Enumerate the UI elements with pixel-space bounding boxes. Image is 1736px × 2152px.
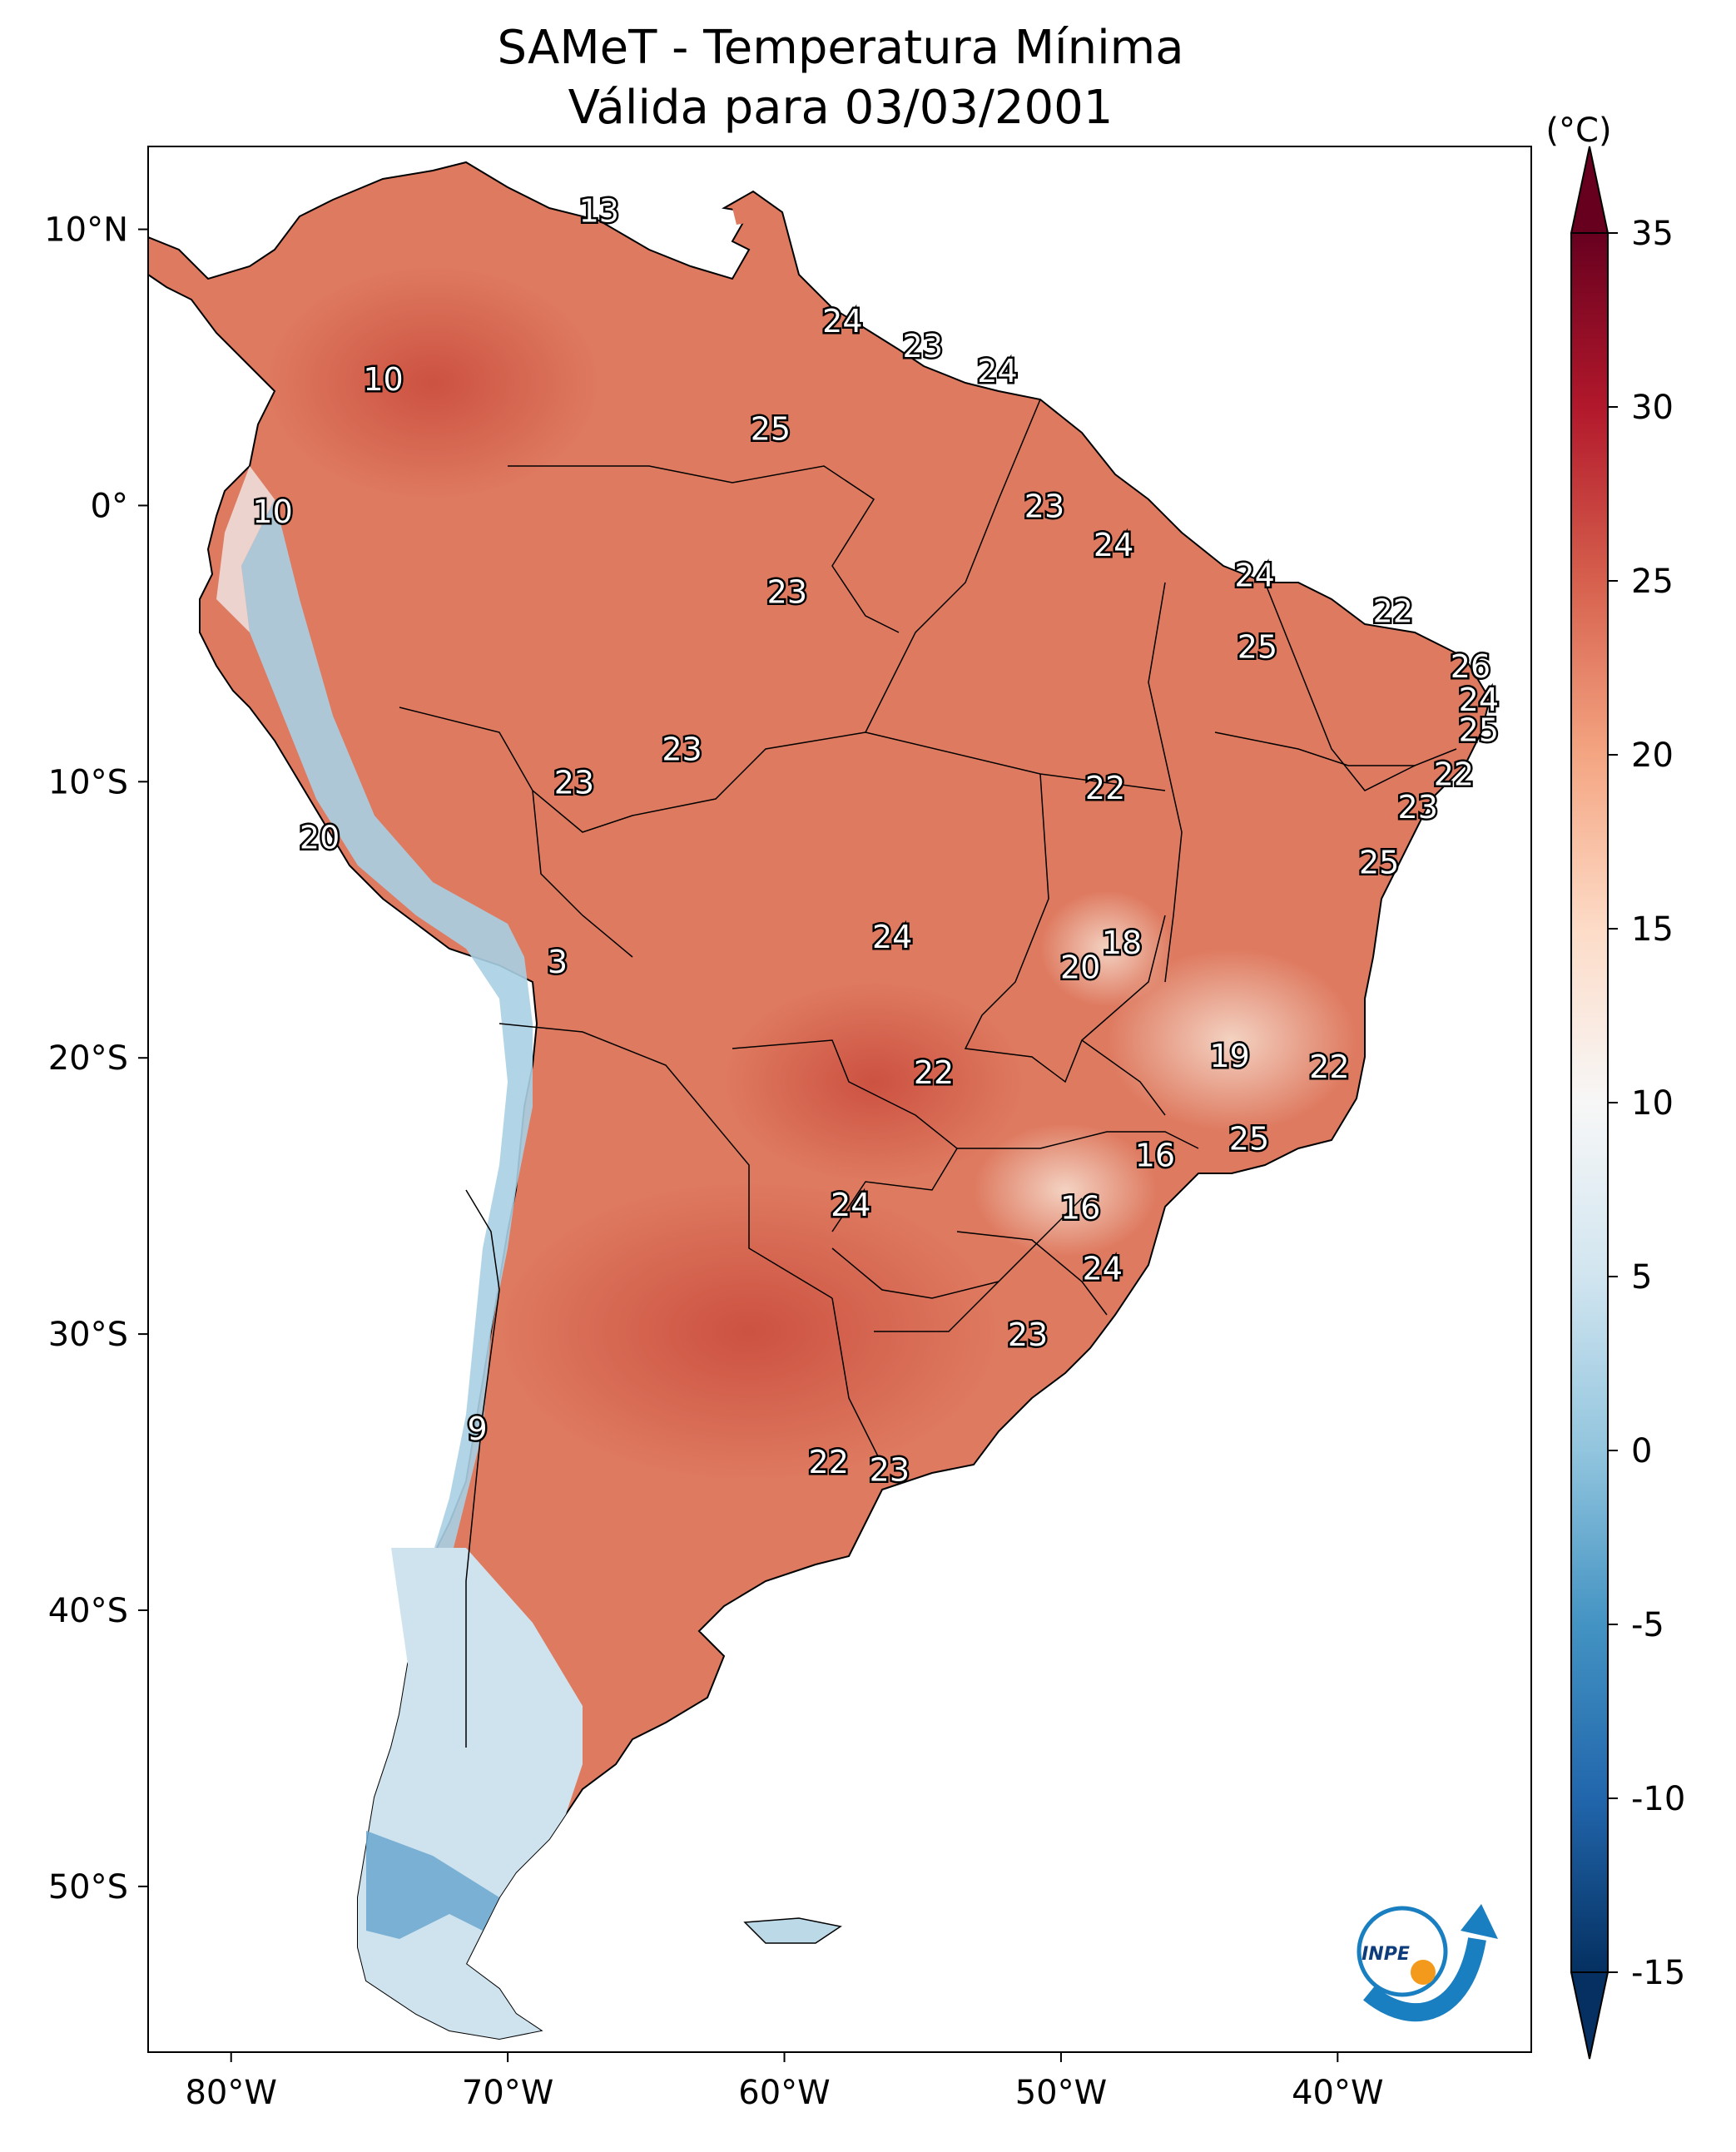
- station-value: 20: [1060, 950, 1100, 986]
- colorbar-tick-label: -5: [1631, 1606, 1664, 1644]
- x-tick-label: 60°W: [738, 2074, 830, 2112]
- title-line-1: SAMeT - Temperatura Mínima: [497, 21, 1184, 75]
- station-value: 22: [914, 1054, 954, 1091]
- station-value: 24: [831, 1187, 870, 1223]
- station-value: 25: [751, 411, 791, 448]
- colorbar-tick-labels: 35 30 25 20 15 10 5 0 -5 -10 -15: [1608, 215, 1685, 1992]
- andes-cold-band: [241, 499, 533, 1623]
- station-value: 20: [300, 820, 340, 856]
- y-tick-label: 30°S: [48, 1316, 128, 1354]
- station-value: 24: [1094, 527, 1133, 563]
- station-value: 22: [809, 1444, 849, 1480]
- y-tick-label: 20°S: [48, 1039, 128, 1078]
- coastal-mild-band: [216, 466, 275, 632]
- y-tick-label: 50°S: [48, 1868, 128, 1907]
- patagonia-coldest-region: [366, 1831, 499, 1939]
- falkland-islands: [743, 1917, 842, 1944]
- colorbar-tick-label: 20: [1631, 736, 1674, 775]
- station-value: 10: [363, 361, 403, 398]
- station-value: 24: [1083, 1250, 1123, 1287]
- y-tick-label: 10°N: [44, 211, 128, 250]
- x-tick-label: 70°W: [462, 2074, 553, 2112]
- colorbar-tick-label: 5: [1631, 1258, 1652, 1297]
- station-value: 19: [1210, 1038, 1250, 1074]
- station-value: 23: [767, 573, 807, 610]
- station-value: 24: [1459, 682, 1499, 718]
- x-tick-label: 40°W: [1292, 2074, 1383, 2112]
- station-value: 23: [870, 1452, 910, 1489]
- warm-region: [499, 1182, 999, 1481]
- station-value: 24: [822, 303, 862, 340]
- logo-swoosh-icon: [1363, 1937, 1486, 2021]
- colorbar-tick-label: 15: [1631, 910, 1674, 949]
- mild-region: [1040, 890, 1173, 1007]
- title-line-2: Válida para 03/03/2001: [568, 81, 1114, 135]
- station-value: 16: [1060, 1189, 1100, 1226]
- station-value: 25: [1459, 712, 1499, 748]
- logo-text: INPE: [1362, 1944, 1410, 1965]
- x-tick-label: 50°W: [1015, 2074, 1107, 2112]
- station-value: 26: [1451, 648, 1490, 685]
- station-value: 23: [1008, 1316, 1048, 1353]
- colorbar-tick-label: 35: [1631, 215, 1674, 253]
- station-value: 10: [252, 493, 292, 530]
- logo-dot: [1411, 1960, 1436, 1985]
- y-tick-label: 10°S: [48, 763, 128, 801]
- warm-region: [266, 266, 599, 499]
- colorbar-tick-label: -15: [1631, 1954, 1685, 1992]
- colorbar-tick-label: -10: [1631, 1780, 1685, 1818]
- station-value: 13: [579, 192, 619, 229]
- station-value: 22: [1434, 756, 1474, 792]
- y-tick-label: 40°S: [48, 1592, 128, 1630]
- x-tick-label: 80°W: [185, 2074, 276, 2112]
- inpe-logo: INPE: [1357, 1904, 1498, 2021]
- station-value: 16: [1135, 1137, 1175, 1173]
- station-value: 25: [1238, 629, 1277, 666]
- station-value: 23: [662, 731, 702, 768]
- mild-region: [974, 1123, 1157, 1257]
- station-value: 23: [1024, 488, 1064, 524]
- colorbar-body: [1570, 232, 1609, 1973]
- station-value: 22: [1309, 1049, 1349, 1085]
- colorbar-bottom-extend: [1570, 1971, 1610, 2060]
- y-tick-label: 0°: [91, 487, 128, 525]
- station-value: 23: [1398, 789, 1438, 826]
- longitude-tick-labels: 80°W 70°W 60°W 50°W 40°W: [185, 2052, 1384, 2112]
- station-value: 24: [872, 919, 912, 955]
- map-title: SAMeT - Temperatura Mínima Válida para 0…: [150, 18, 1531, 138]
- station-value: 24: [977, 353, 1017, 389]
- country-borders: [399, 399, 1457, 1748]
- station-value: 24: [1234, 557, 1274, 593]
- station-value: 23: [903, 328, 943, 364]
- station-value: 25: [1229, 1120, 1269, 1157]
- station-value: 18: [1102, 925, 1142, 961]
- colorbar-tick-label: 0: [1631, 1432, 1652, 1470]
- station-value: 25: [1359, 845, 1399, 881]
- station-value: 9: [467, 1411, 487, 1447]
- caribbean-island: [732, 204, 761, 225]
- colorbar-tick-label: 10: [1631, 1084, 1674, 1123]
- station-value: 22: [1085, 770, 1125, 806]
- colorbar: (°C) 35 30 25 20 15 10 5 0 -5 -10 -15: [1545, 112, 1685, 2060]
- colorbar-tick-label: 30: [1631, 389, 1674, 427]
- logo-ring: [1357, 1906, 1448, 1997]
- warm-region: [724, 982, 1024, 1182]
- logo-arrow-icon: [1461, 1904, 1498, 1939]
- station-value: 3: [548, 944, 568, 980]
- mild-region: [1107, 949, 1357, 1132]
- colorbar-unit: (°C): [1545, 112, 1611, 150]
- latitude-tick-labels: 10°N 0° 10°S 20°S 30°S 40°S 50°S: [44, 211, 148, 1907]
- colorbar-tick-label: 25: [1631, 563, 1674, 601]
- station-value: 23: [554, 764, 594, 801]
- station-value: 22: [1373, 593, 1413, 630]
- colorbar-top-extend: [1570, 146, 1610, 234]
